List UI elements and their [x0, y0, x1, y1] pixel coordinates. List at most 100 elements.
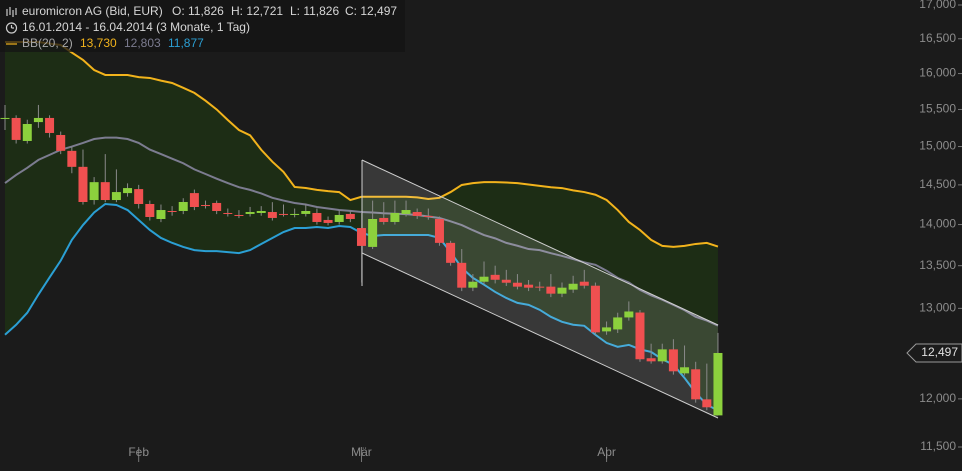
candles	[0, 104, 723, 416]
candle-body	[479, 276, 489, 282]
y-tick-label: 13,000	[919, 301, 956, 315]
x-tick-label: Feb	[128, 445, 149, 459]
candle-body	[590, 285, 600, 333]
indicator-value: 13,730	[80, 36, 117, 50]
title: euromicron AG (Bid, EUR)	[22, 4, 163, 18]
indicator-value: 12,803	[124, 36, 161, 50]
y-tick-label: 15,500	[919, 102, 956, 116]
y-tick-label: 12,000	[919, 391, 956, 405]
candle-body	[134, 189, 144, 204]
candle-body	[668, 349, 678, 372]
candle-body	[178, 202, 188, 211]
candle-body	[100, 182, 110, 201]
candle-body	[646, 358, 656, 362]
legend: 13,730 12,803 11,877	[80, 36, 204, 50]
candle-body	[512, 282, 522, 287]
candle-body	[78, 166, 88, 203]
candle-body	[713, 352, 723, 416]
candle-body	[45, 117, 55, 133]
candle-body	[67, 150, 77, 167]
candle-body	[579, 281, 589, 286]
ohlc-label: L: 11,826	[290, 4, 339, 18]
header-icon	[5, 7, 18, 45]
candle-body	[256, 210, 266, 213]
y-tick-label: 17,000	[919, 0, 956, 11]
indicator-name: BB(20, 2)	[22, 36, 73, 50]
subtitle: 16.01.2014 - 16.04.2014 (3 Monate, 1 Tag…	[22, 20, 250, 34]
candle-body	[501, 279, 511, 283]
header-bg	[0, 0, 405, 52]
candle-body	[390, 212, 400, 222]
candle-body	[11, 117, 21, 140]
price-tag	[906, 343, 962, 363]
y-tick-label: 14,000	[919, 217, 956, 231]
band-line	[4, 136, 719, 327]
candle-body	[245, 212, 255, 214]
candle-body	[657, 349, 667, 362]
candle-body	[379, 217, 389, 222]
candle-body	[290, 213, 300, 215]
candle-body	[145, 203, 155, 217]
candle-body	[368, 218, 378, 247]
candle-body	[490, 274, 500, 280]
candle-body	[301, 210, 311, 214]
candle-body	[568, 283, 578, 290]
price-tag-label: 12,497	[921, 345, 958, 359]
candle-body	[602, 327, 612, 332]
x-tick-label: Mär	[351, 445, 372, 459]
y-tick-label: 16,500	[919, 31, 956, 45]
candle-body	[702, 399, 712, 408]
band-line	[5, 40, 719, 248]
candle-body	[401, 210, 411, 214]
ohlc-label: C: 12,497	[345, 4, 397, 18]
channel-line	[361, 252, 719, 419]
candle-body	[0, 117, 10, 119]
candle-body	[312, 212, 322, 222]
candle-body	[524, 284, 534, 288]
candle-body	[356, 228, 366, 246]
candle-body	[334, 214, 344, 222]
y-tick-label: 15,000	[919, 139, 956, 153]
candle-body	[557, 287, 567, 294]
y-tick-label: 16,000	[919, 66, 956, 80]
candle-body	[22, 123, 32, 141]
candle-body	[33, 117, 43, 123]
candle-body	[223, 212, 233, 214]
candle-body	[201, 205, 211, 207]
candle-body	[613, 317, 623, 330]
candle-body	[635, 312, 645, 360]
candle-body	[680, 367, 690, 374]
candle-body	[189, 193, 199, 208]
x-tick-label: Apr	[597, 445, 616, 459]
y-tick-label: 13,500	[919, 258, 956, 272]
candle-body	[457, 262, 467, 288]
candle-body	[546, 286, 556, 294]
y-tick-label: 14,500	[919, 177, 956, 191]
candle-body	[446, 242, 456, 263]
candle-body	[434, 218, 444, 243]
candle-body	[323, 219, 333, 223]
candle-body	[123, 188, 133, 194]
candle-body	[624, 311, 634, 318]
candle-body	[212, 202, 222, 211]
ohlc-label: O: 11,826	[172, 4, 224, 18]
candle-body	[156, 210, 166, 219]
candle-body	[56, 134, 66, 151]
y-tick-label: 11,500	[920, 439, 956, 453]
axis: Feb Mär Apr 11,500 12,000 13,000 13,500 14,000 1…	[128, 0, 962, 462]
candle-body	[412, 212, 422, 216]
candle-body	[468, 281, 478, 288]
ohlc-label: H: 12,721	[231, 4, 283, 18]
candle-body	[89, 182, 99, 201]
indicator-value: 11,877	[168, 36, 204, 50]
candle-body	[345, 213, 355, 219]
candle-body	[279, 213, 288, 215]
channel-line	[361, 159, 719, 326]
candle-body	[234, 214, 244, 216]
candle-body	[423, 215, 433, 217]
candle-body	[167, 210, 177, 212]
candle-body	[535, 286, 545, 288]
candle-body	[267, 212, 277, 218]
